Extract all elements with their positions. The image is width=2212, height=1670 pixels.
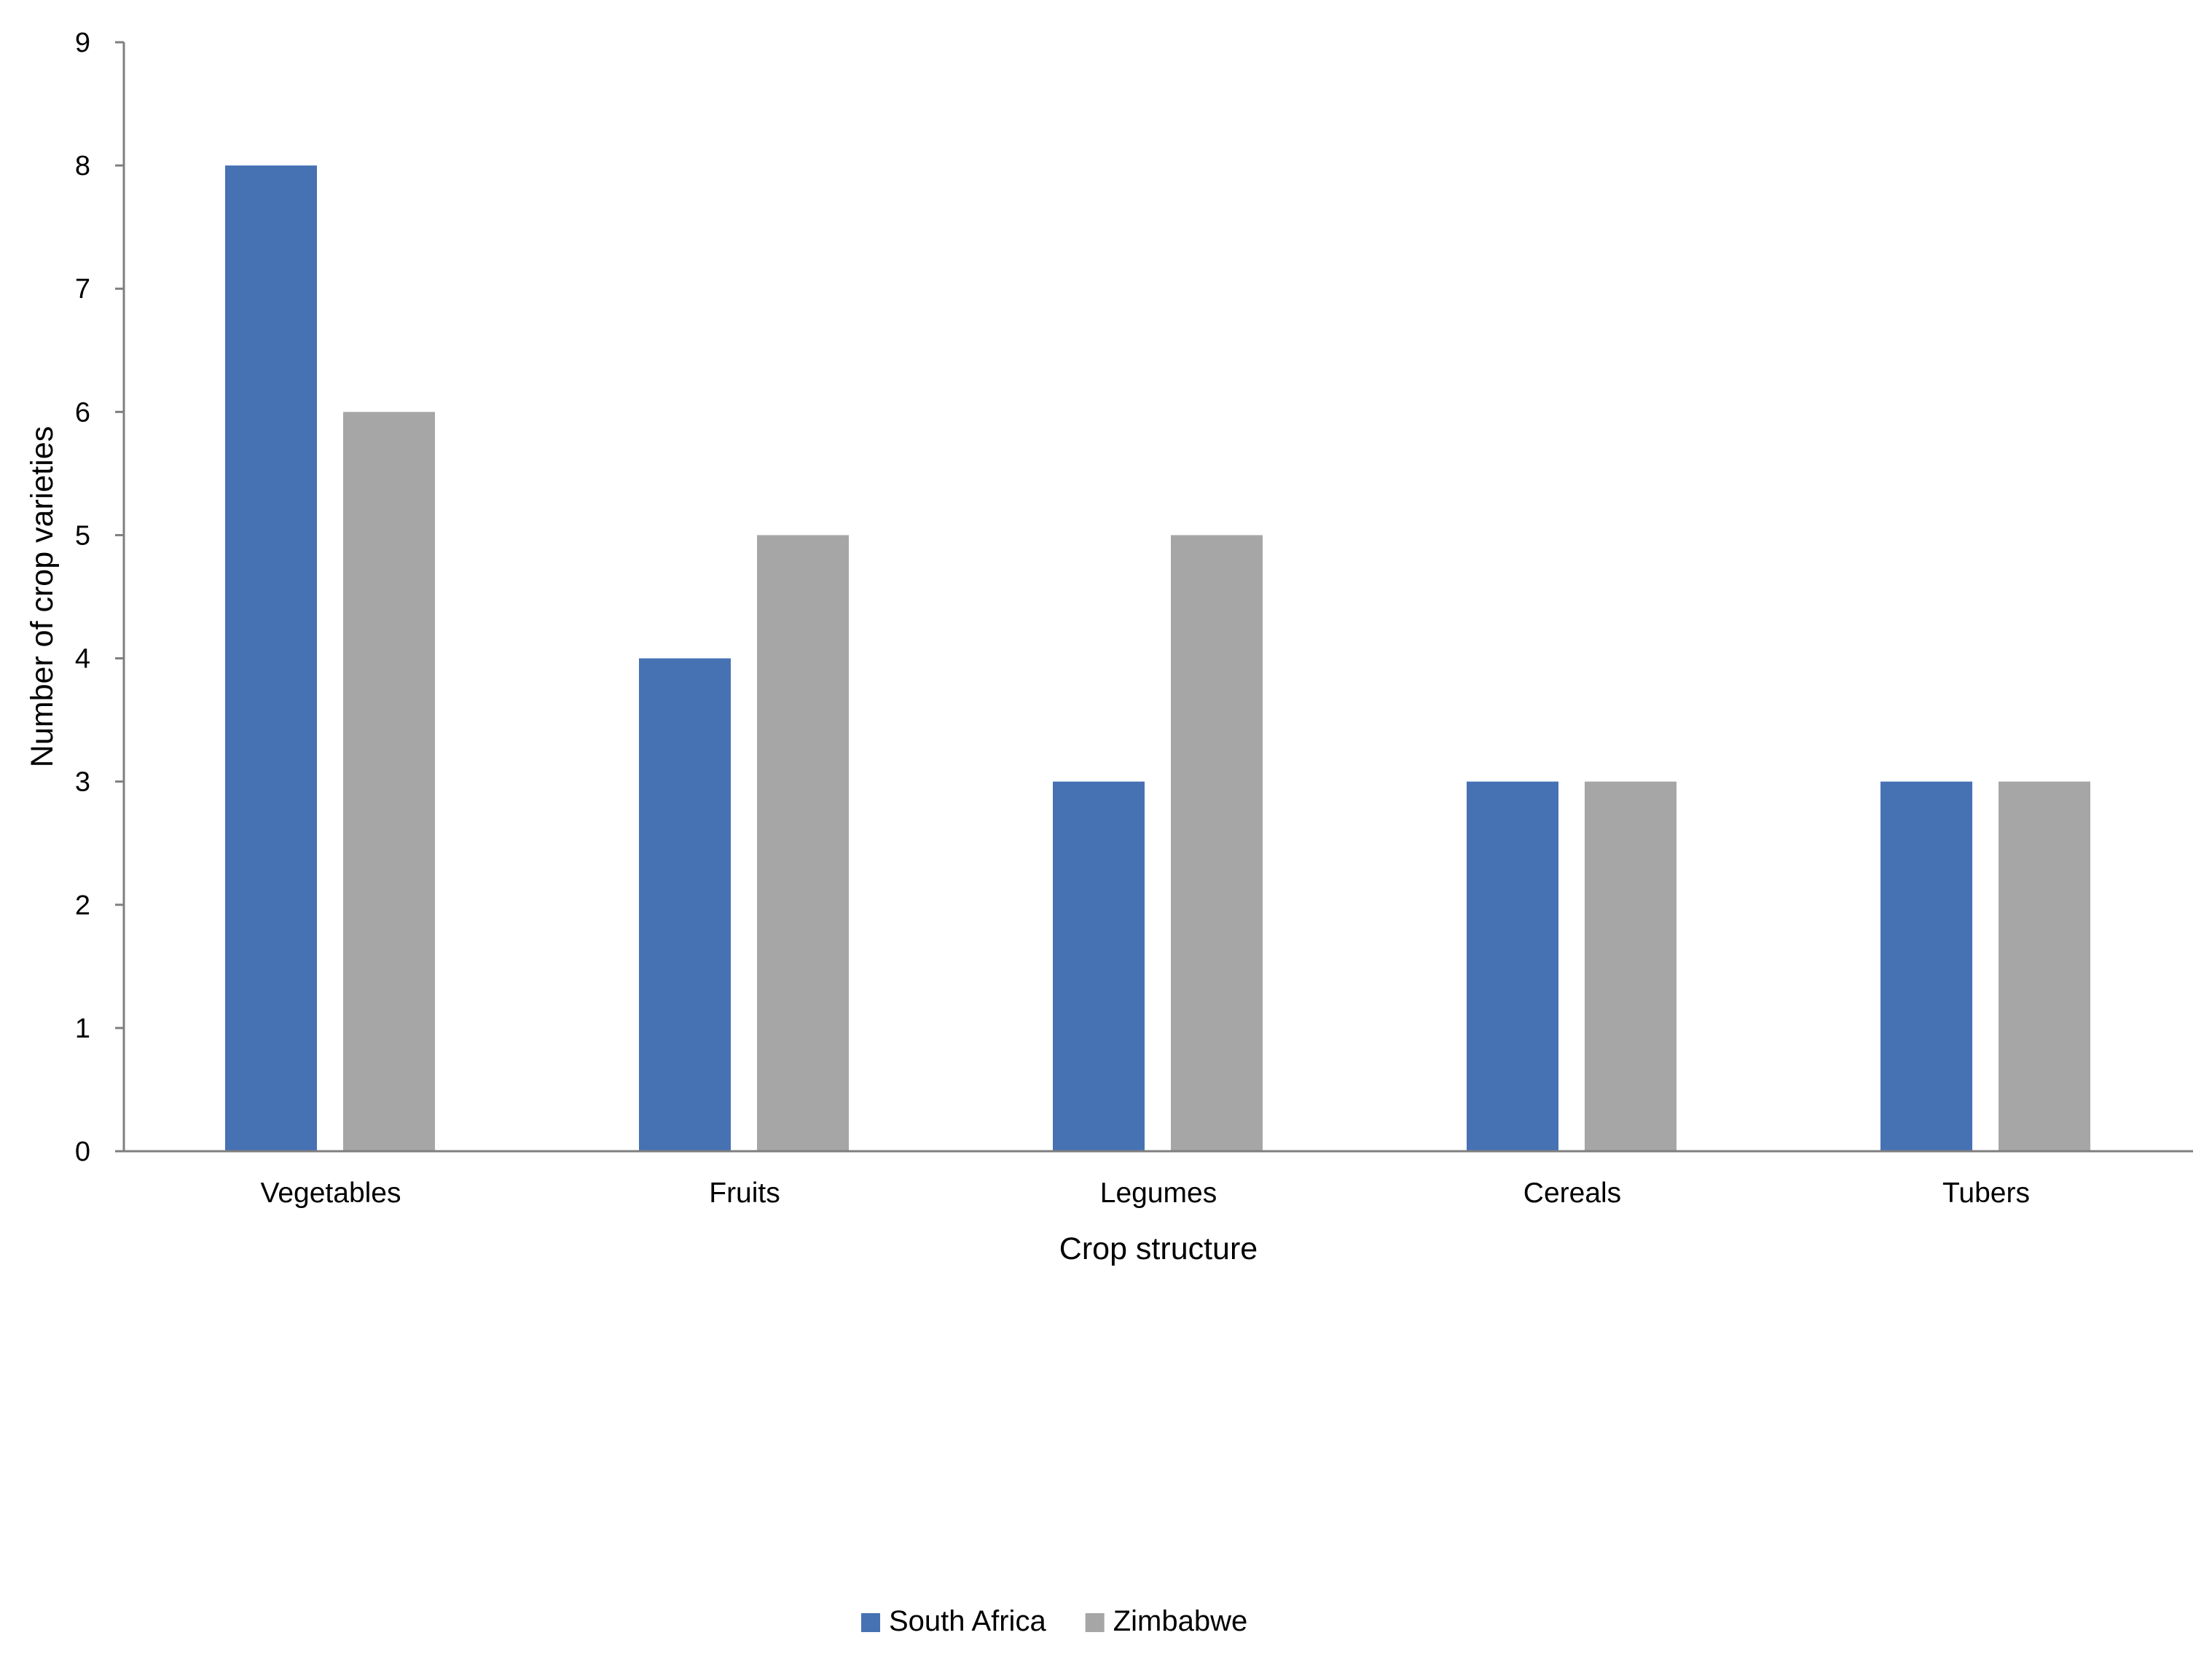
y-tick-label: 0	[75, 1137, 90, 1167]
y-tick-label: 1	[75, 1014, 90, 1044]
legend-swatch-zimbabwe	[1085, 1613, 1105, 1632]
y-tick-label: 2	[75, 890, 90, 921]
legend-label-zimbabwe: Zimbabwe	[1113, 1605, 1248, 1637]
x-category-label: Vegetables	[260, 1177, 401, 1209]
bar-south-africa-cereals	[1467, 781, 1558, 1151]
legend-swatch-south-africa	[861, 1613, 880, 1632]
y-tick-label: 5	[75, 520, 90, 551]
bars-layer	[225, 165, 2090, 1152]
legend-label-south-africa: South Africa	[889, 1605, 1046, 1637]
bar-zimbabwe-legumes	[1171, 535, 1263, 1151]
bar-south-africa-tubers	[1880, 781, 1972, 1151]
y-axis-title: Number of crop varieties	[25, 426, 60, 767]
x-axis-title: Crop structure	[1059, 1231, 1258, 1266]
y-tick-label: 4	[75, 644, 90, 675]
bar-south-africa-vegetables	[225, 165, 317, 1152]
x-category-label: Tubers	[1942, 1177, 2030, 1209]
bar-zimbabwe-tubers	[1999, 781, 2090, 1151]
legend: South Africa Zimbabwe	[861, 1605, 1247, 1637]
x-category-label: Cereals	[1523, 1177, 1621, 1209]
y-tick-label: 6	[75, 397, 90, 428]
bar-south-africa-fruits	[639, 658, 731, 1151]
x-category-labels: Vegetables Fruits Legumes Cereals Tubers	[260, 1177, 2029, 1209]
bar-zimbabwe-cereals	[1585, 781, 1676, 1151]
y-tick-label: 8	[75, 151, 90, 181]
x-category-label: Legumes	[1100, 1177, 1217, 1209]
y-tick-label: 9	[75, 28, 90, 58]
bar-zimbabwe-vegetables	[343, 412, 435, 1151]
y-ticks: 0 1 2 3 4 5 6 7 8 9	[75, 28, 124, 1167]
axes-layer	[115, 42, 2193, 1153]
bar-south-africa-legumes	[1053, 781, 1145, 1151]
x-category-label: Fruits	[709, 1177, 780, 1209]
y-tick-label: 7	[75, 274, 90, 305]
y-tick-label: 3	[75, 767, 90, 798]
bar-zimbabwe-fruits	[757, 535, 849, 1151]
